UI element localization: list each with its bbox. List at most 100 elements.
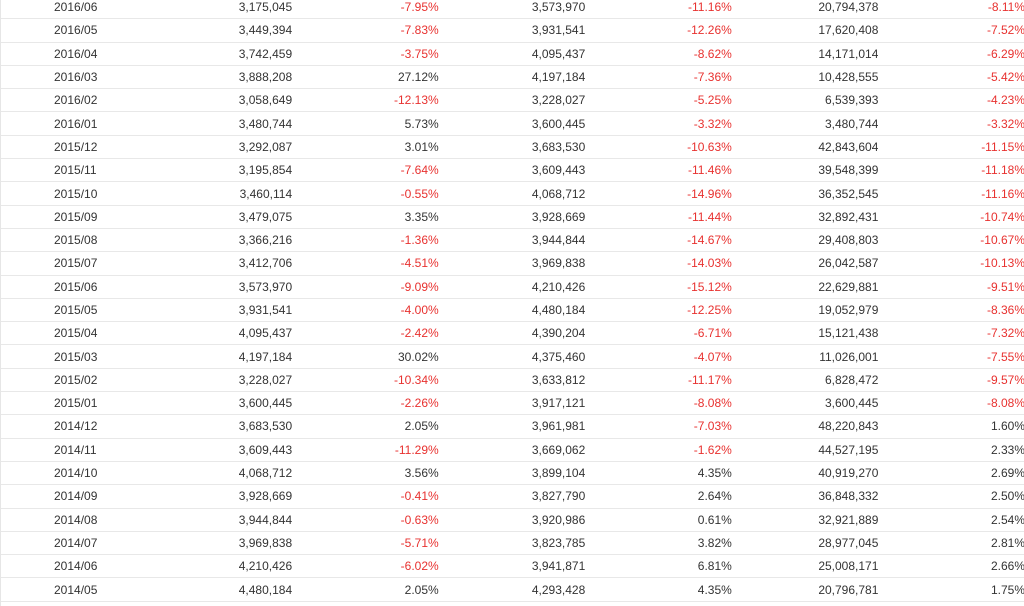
- cell-value-1: 3,931,541: [101, 298, 293, 323]
- table-row: 2014/09 3,928,669 -0.41% 3,827,790 2.64% 36,8…: [1, 484, 1024, 509]
- cell-value-2: 3,969,838: [438, 251, 586, 276]
- cell-change-3: -10.67%: [878, 228, 1024, 253]
- cell-change-2: -11.16%: [585, 0, 732, 20]
- cell-value-1: 3,609,443: [101, 438, 293, 462]
- cell-month: 2015/07: [1, 251, 102, 276]
- cell-value-3: 6,828,472: [731, 368, 879, 393]
- cell-value-1: 3,480,744: [101, 111, 293, 136]
- cell-value-2: 4,375,460: [438, 344, 586, 369]
- cell-change-3: 2.50%: [878, 484, 1024, 509]
- cell-value-2: 3,823,785: [438, 531, 586, 556]
- cell-change-1: -11.29%: [292, 438, 439, 462]
- cell-value-1: 3,969,838: [101, 531, 293, 556]
- cell-value-2: 3,917,121: [438, 391, 586, 416]
- cell-change-2: 3.82%: [585, 531, 732, 556]
- cell-value-3: 36,848,332: [731, 484, 879, 509]
- cell-change-3: -4.23%: [878, 88, 1024, 113]
- cell-value-2: 3,961,981: [438, 414, 586, 439]
- cell-value-3: 42,843,604: [731, 135, 879, 160]
- cell-value-2: 4,390,204: [438, 321, 586, 346]
- cell-month: 2014/09: [1, 484, 102, 509]
- cell-value-3: 3,480,744: [731, 111, 879, 136]
- cell-value-1: 4,068,712: [101, 461, 293, 486]
- cell-value-1: 3,742,459: [101, 42, 293, 66]
- cell-change-3: -11.15%: [878, 135, 1024, 160]
- table-row: 2015/09 3,479,075 3.35% 3,928,669 -11.44% 32,…: [1, 205, 1024, 229]
- cell-change-3: 2.81%: [878, 531, 1024, 556]
- cell-value-2: 3,931,541: [438, 18, 586, 43]
- cell-value-3: 39,548,399: [731, 158, 879, 183]
- cell-value-2: 3,944,844: [438, 228, 586, 253]
- table-row: 2014/06 4,210,426 -6.02% 3,941,871 6.81% 25,0…: [1, 554, 1024, 579]
- table-row: 2015/01 3,600,445 -2.26% 3,917,121 -8.08% 3,6…: [1, 391, 1024, 416]
- cell-change-3: 2.54%: [878, 508, 1024, 532]
- cell-change-3: -9.57%: [878, 368, 1024, 393]
- table-row: 2015/12 3,292,087 3.01% 3,683,530 -10.63% 42,…: [1, 135, 1024, 160]
- cell-month: 2015/09: [1, 205, 102, 229]
- cell-change-3: -3.32%: [878, 111, 1024, 136]
- cell-value-3: 48,220,843: [731, 414, 879, 439]
- cell-value-2: 3,899,104: [438, 461, 586, 486]
- cell-value-3: 20,794,378: [731, 0, 879, 20]
- cell-month: 2014/11: [1, 438, 102, 462]
- cell-value-3: 44,527,195: [731, 438, 879, 462]
- cell-value-3: 32,921,889: [731, 508, 879, 532]
- cell-change-3: -8.36%: [878, 298, 1024, 323]
- cell-change-2: -7.36%: [585, 65, 732, 90]
- cell-value-3: 10,428,555: [731, 65, 879, 90]
- cell-change-2: -1.62%: [585, 438, 732, 462]
- cell-change-3: -10.74%: [878, 205, 1024, 229]
- cell-change-1: 3.56%: [292, 461, 439, 486]
- table-row: 2014/12 3,683,530 2.05% 3,961,981 -7.03% 48,2…: [1, 414, 1024, 439]
- cell-change-1: -2.42%: [292, 321, 439, 346]
- cell-change-3: 1.75%: [878, 577, 1024, 602]
- cell-value-1: 3,460,114: [101, 181, 293, 206]
- cell-value-3: 28,977,045: [731, 531, 879, 556]
- cell-value-1: 3,888,208: [101, 65, 293, 90]
- cell-change-2: -5.25%: [585, 88, 732, 113]
- table-row: 2016/01 3,480,744 5.73% 3,600,445 -3.32% 3,48…: [1, 111, 1024, 136]
- cell-value-2: 4,095,437: [438, 42, 586, 66]
- cell-value-1: 3,573,970: [101, 275, 293, 299]
- cell-change-1: -7.83%: [292, 18, 439, 43]
- table-row: 2015/08 3,366,216 -1.36% 3,944,844 -14.67% 29…: [1, 228, 1024, 253]
- cell-change-2: -14.03%: [585, 251, 732, 276]
- cell-month: 2014/06: [1, 554, 102, 579]
- cell-value-3: 19,052,979: [731, 298, 879, 323]
- cell-change-2: -14.67%: [585, 228, 732, 253]
- cell-change-1: -4.51%: [292, 251, 439, 276]
- table-row: 2015/04 4,095,437 -2.42% 4,390,204 -6.71% 15,…: [1, 321, 1024, 346]
- cell-change-1: -2.26%: [292, 391, 439, 416]
- cell-change-2: -11.44%: [585, 205, 732, 229]
- cell-change-3: -7.32%: [878, 321, 1024, 346]
- cell-value-1: 3,479,075: [101, 205, 293, 229]
- table-row: 2015/11 3,195,854 -7.64% 3,609,443 -11.46% 39…: [1, 158, 1024, 183]
- cell-value-2: 3,928,669: [438, 205, 586, 229]
- cell-value-3: 17,620,408: [731, 18, 879, 43]
- cell-month: 2014/12: [1, 414, 102, 439]
- cell-month: 2015/12: [1, 135, 102, 160]
- cell-month: 2014/07: [1, 531, 102, 556]
- cell-change-3: 2.69%: [878, 461, 1024, 486]
- table-row: 2016/05 3,449,394 -7.83% 3,931,541 -12.26% 17…: [1, 18, 1024, 43]
- cell-month: 2015/04: [1, 321, 102, 346]
- cell-month: 2015/02: [1, 368, 102, 393]
- cell-value-2: 4,210,426: [438, 275, 586, 299]
- cell-change-2: -8.62%: [585, 42, 732, 66]
- cell-value-1: 3,058,649: [101, 88, 293, 113]
- cell-change-2: -15.12%: [585, 275, 732, 299]
- cell-value-1: 4,197,184: [101, 344, 293, 369]
- cell-month: 2015/11: [1, 158, 102, 183]
- cell-change-2: 6.81%: [585, 554, 732, 579]
- cell-value-1: 3,944,844: [101, 508, 293, 532]
- cell-change-2: 4.35%: [585, 577, 732, 602]
- cell-change-1: -1.36%: [292, 228, 439, 253]
- cell-change-1: -12.13%: [292, 88, 439, 113]
- cell-value-3: 15,121,438: [731, 321, 879, 346]
- table-row: 2016/06 3,175,045 -7.95% 3,573,970 -11.16% 20…: [1, 0, 1024, 20]
- cell-change-1: -10.34%: [292, 368, 439, 393]
- cell-value-2: 3,228,027: [438, 88, 586, 113]
- cell-change-2: 4.35%: [585, 461, 732, 486]
